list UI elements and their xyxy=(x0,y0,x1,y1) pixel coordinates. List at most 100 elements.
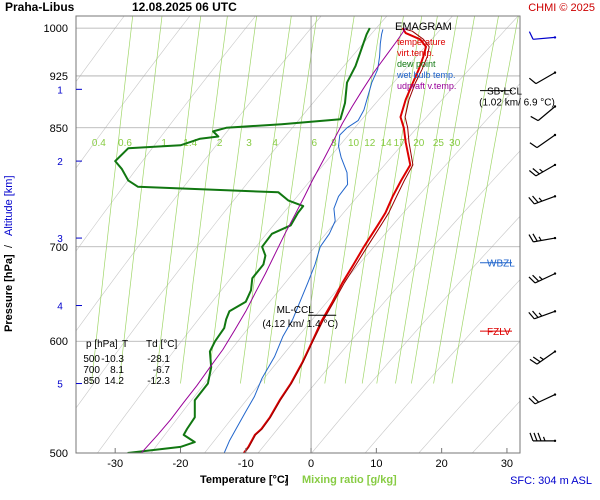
wind-barb-flag xyxy=(532,168,540,175)
mixing-ratio-tick-label: 1.4 xyxy=(183,138,197,149)
table-cell: -28.1 xyxy=(147,354,170,365)
dry-adiabat xyxy=(526,16,600,453)
series-virt-temp xyxy=(244,28,430,453)
profile-series xyxy=(114,27,430,453)
copyright: CHMI © 2025 xyxy=(528,2,595,14)
table-cell: -10.3 xyxy=(101,354,124,365)
wbzl-label: WBZL xyxy=(487,259,515,270)
mixing-ratio-line xyxy=(155,16,202,384)
pressure-tick-label: 925 xyxy=(50,71,68,83)
mixing-ratio-line xyxy=(376,16,438,384)
mixing-ratio-tick-label: 0.6 xyxy=(118,138,132,149)
mixing-ratio-tick-label: 25 xyxy=(433,138,445,149)
mixing-ratio-line xyxy=(324,16,382,384)
legend-entry: dew point xyxy=(397,59,436,69)
series-temperature xyxy=(243,27,427,453)
temperature-tick-label: -20 xyxy=(173,458,189,470)
wind-barb-dot xyxy=(553,71,557,74)
station-name: Praha-Libus xyxy=(5,0,75,14)
wind-barb-dot xyxy=(553,133,557,137)
mixing-ratio-label: Mixing ratio [g/kg] xyxy=(302,474,397,486)
wind-barb-flag xyxy=(533,432,538,442)
wind-barb-staff xyxy=(536,134,556,149)
pressure-tick-label: 1000 xyxy=(44,23,68,35)
wind-barb-staff xyxy=(534,394,556,405)
wind-barb-dot xyxy=(553,272,557,275)
wind-barb-dot xyxy=(553,36,557,39)
wind-barb-dot xyxy=(553,105,557,108)
x-axis-title: Temperature [°C] / Mixing ratio [g/kg] xyxy=(200,474,397,486)
pressure-tick-label: 500 xyxy=(50,448,68,460)
mixing-ratio-line xyxy=(298,16,355,384)
level-markers: FZLV WBZL ML-CCL (4.12 km/ 1.4 °C) SB-LCL(1.… xyxy=(262,87,555,338)
wind-barb-flag xyxy=(528,31,534,40)
wind-barb-flag xyxy=(528,276,536,284)
series-dew-point xyxy=(114,27,371,453)
wind-barb-staff xyxy=(534,310,556,320)
wind-barb-flag xyxy=(528,397,536,405)
mixing-ratio-labels: 0.4 0.6 1 1.4 2 3 4 6 8 10 12 14 17 20 25 30 xyxy=(92,138,461,149)
dry-adiabat xyxy=(418,340,520,453)
sb-lcl-info: (1.02 km/ 6.9 °C) xyxy=(479,98,555,109)
sounding-datetime: 12.08.2025 06 UTC xyxy=(132,0,237,14)
sb-lcl-label: SB-LCL xyxy=(487,87,522,98)
wind-barb-flag xyxy=(530,115,539,122)
mixing-ratio-tick-label: 12 xyxy=(364,138,376,149)
legend-entry: udpraft v.temp. xyxy=(397,81,456,91)
wind-barb-staff xyxy=(536,351,556,365)
altitude-tick-label: 5 xyxy=(57,380,63,391)
pressure-tick-label: 700 xyxy=(50,242,68,254)
mixing-ratio-line xyxy=(344,16,404,384)
table-cell: 500 xyxy=(83,354,100,365)
mixing-ratio-tick-label: 17 xyxy=(394,138,406,149)
wind-barb-half-flag xyxy=(538,312,543,317)
temperature-tick-label: -30 xyxy=(107,458,123,470)
altitude-label: Altitude [km] xyxy=(3,175,15,236)
wind-barb-dot xyxy=(553,195,557,198)
wind-barb-flag xyxy=(528,234,534,243)
altitude-tick-label: 2 xyxy=(57,157,63,168)
wind-barb-flag xyxy=(528,170,537,177)
mixing-ratio-line xyxy=(411,16,475,384)
table-header-cell: p [hPa] xyxy=(86,339,118,350)
series-udpraft-v-temp xyxy=(140,27,407,453)
legend-entry: wet bulb temp. xyxy=(396,70,456,80)
dry-adiabat xyxy=(76,16,256,252)
surface-elevation: SFC: 304 m ASL xyxy=(510,475,592,487)
mixing-ratio-tick-label: 10 xyxy=(348,138,360,149)
wind-barb-dot xyxy=(553,439,557,443)
fzlv-label: FZLV xyxy=(487,327,511,338)
mixing-ratio-tick-label: 20 xyxy=(413,138,425,149)
mixing-ratio-line xyxy=(180,16,228,384)
wind-barb-half-flag xyxy=(542,436,546,442)
dry-adiabat xyxy=(97,16,453,453)
wind-barb-flag xyxy=(532,233,538,242)
table-cell: 850 xyxy=(83,376,100,387)
mixing-ratio-line xyxy=(451,16,519,384)
mixing-ratio-tick-label: 8 xyxy=(331,138,337,149)
mixing-ratio-line xyxy=(118,16,163,384)
wind-barb-staff xyxy=(535,72,556,85)
mixing-ratio-line xyxy=(395,16,458,384)
wind-barb-staff xyxy=(535,164,556,177)
dry-adiabat xyxy=(257,150,520,453)
altitude-tick-label: 3 xyxy=(57,234,63,245)
altitude-axis: 5 4 3 2 1 xyxy=(57,85,82,391)
legend-entry: temperature xyxy=(397,37,446,47)
wind-barbs xyxy=(528,31,557,443)
wind-barb-dot xyxy=(553,393,557,396)
mixing-ratio-tick-label: 0.4 xyxy=(92,138,106,149)
series-wet-bulb-temp xyxy=(223,29,384,453)
altitude-tick-label: 1 xyxy=(57,85,63,96)
wind-barb-staff xyxy=(534,273,556,284)
wind-barb-half-flag xyxy=(538,197,543,202)
mixing-ratio-line xyxy=(207,16,258,384)
wind-barb-staff xyxy=(534,195,556,205)
dry-adiabat xyxy=(150,16,519,453)
temperature-tick-label: 20 xyxy=(436,458,448,470)
altitude-tick-label: 4 xyxy=(57,302,63,313)
dry-adiabat xyxy=(76,16,388,409)
wind-barb-flag xyxy=(528,196,535,205)
table-cell: 14.2 xyxy=(105,376,125,387)
